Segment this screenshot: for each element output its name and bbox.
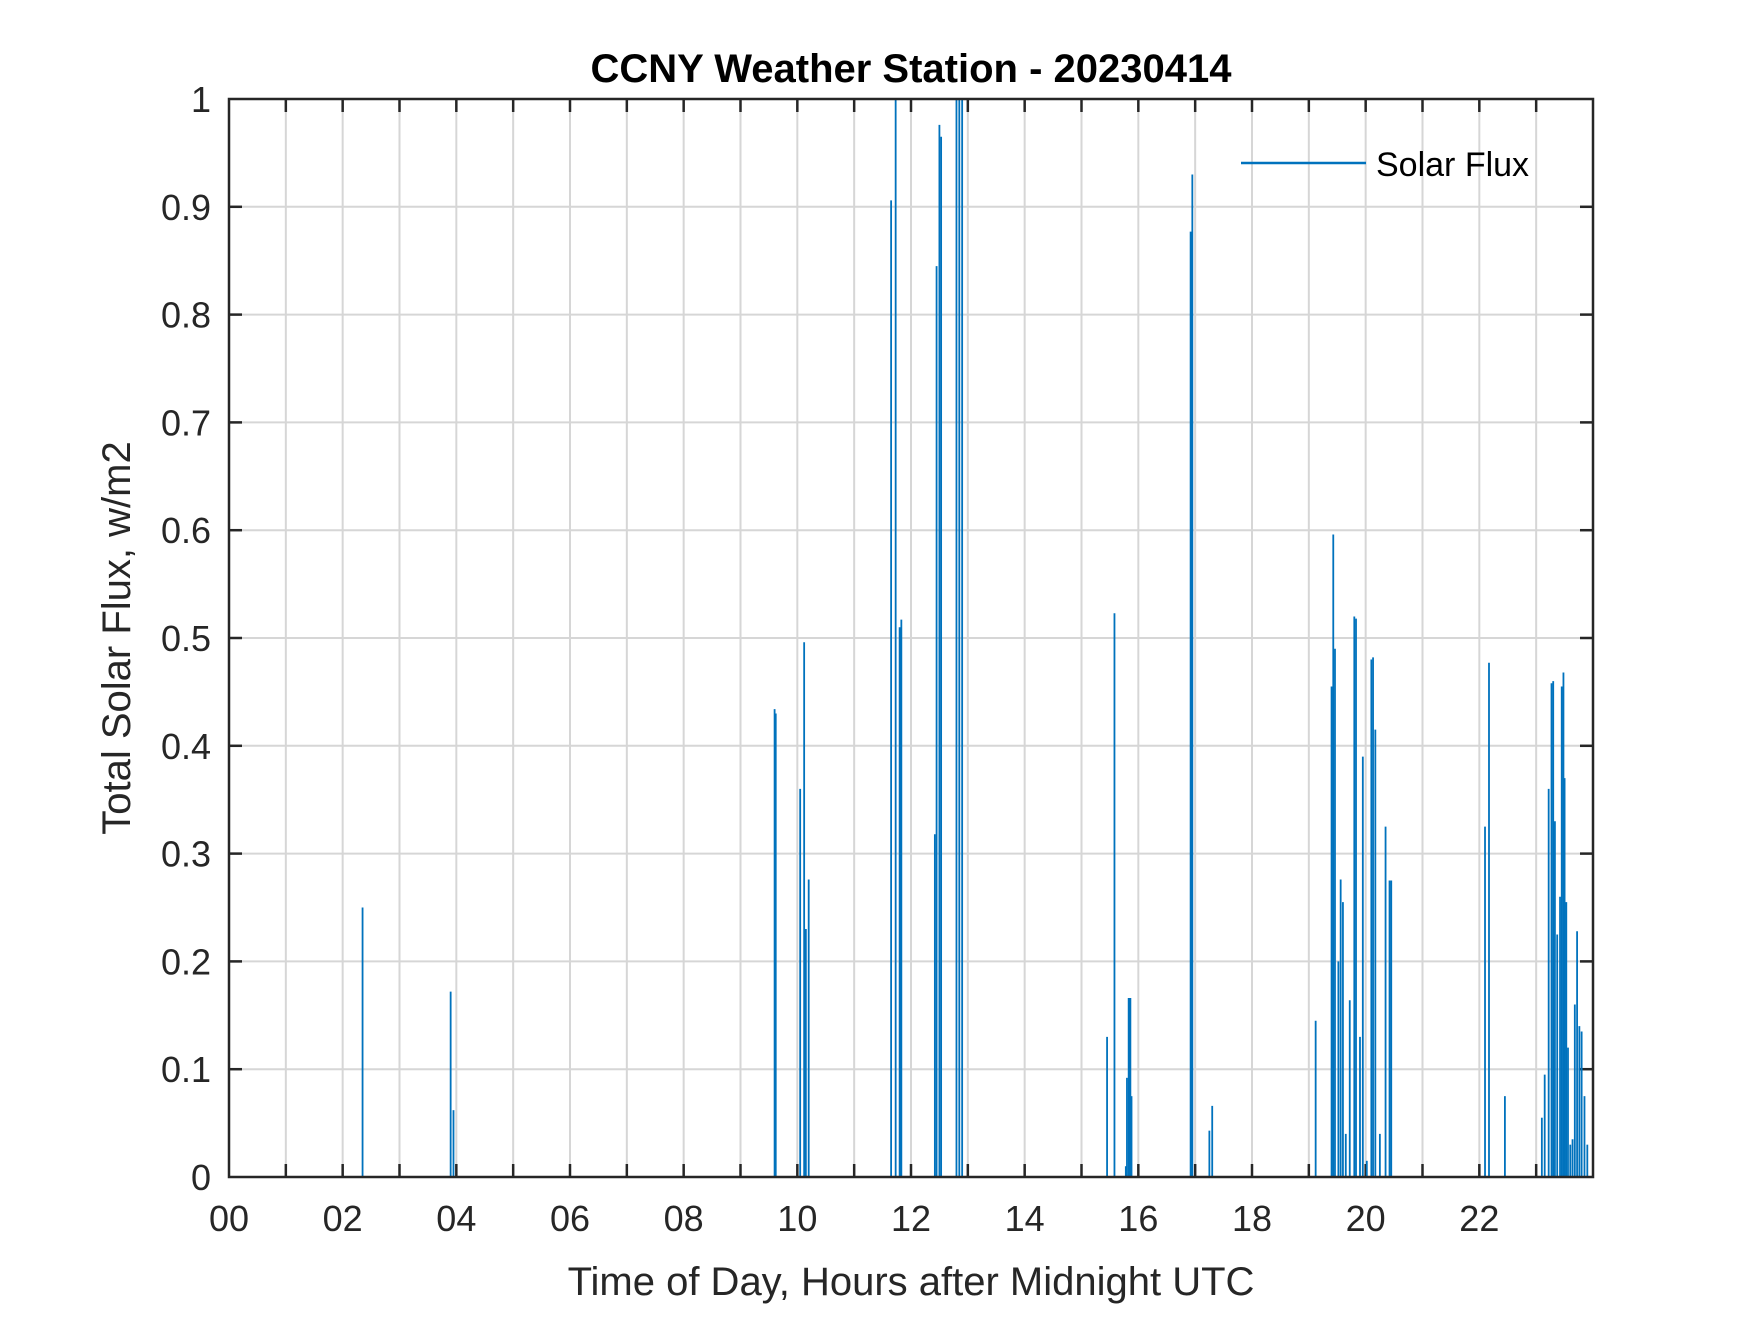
- x-tick-label: 00: [209, 1198, 249, 1239]
- y-tick-label: 0.7: [161, 402, 211, 443]
- y-tick-label: 0.8: [161, 295, 211, 336]
- x-axis-label: Time of Day, Hours after Midnight UTC: [568, 1260, 1255, 1304]
- x-tick-label: 12: [891, 1198, 931, 1239]
- chart-title: CCNY Weather Station - 20230414: [591, 47, 1233, 91]
- x-tick-label: 16: [1118, 1198, 1158, 1239]
- x-tick-label: 14: [1005, 1198, 1045, 1239]
- y-tick-label: 0.5: [161, 618, 211, 659]
- axis-ticks: [229, 99, 1593, 1177]
- y-tick-label: 0.9: [161, 187, 211, 228]
- data-series: [229, 99, 1593, 1177]
- y-tick-label: 0.6: [161, 510, 211, 551]
- y-tick-label: 0.2: [161, 941, 211, 982]
- x-tick-label: 04: [436, 1198, 476, 1239]
- y-tick-label: 0: [191, 1157, 211, 1198]
- y-tick-label: 1: [191, 79, 211, 120]
- grid: [229, 99, 1593, 1177]
- x-tick-labels: 00 02 04 06 08 10 12 14 16 18 20 22: [209, 1198, 1499, 1239]
- x-tick-label: 06: [550, 1198, 590, 1239]
- x-tick-label: 08: [664, 1198, 704, 1239]
- y-tick-label: 0.3: [161, 834, 211, 875]
- x-tick-label: 20: [1346, 1198, 1386, 1239]
- x-tick-label: 10: [777, 1198, 817, 1239]
- x-tick-label: 22: [1459, 1198, 1499, 1239]
- x-tick-label: 18: [1232, 1198, 1272, 1239]
- legend: Solar Flux: [1241, 146, 1529, 184]
- y-axis-label: Total Solar Flux, w/m2: [95, 441, 139, 834]
- x-tick-label: 02: [323, 1198, 363, 1239]
- legend-label: Solar Flux: [1376, 146, 1529, 184]
- y-tick-label: 0.1: [161, 1049, 211, 1090]
- y-tick-labels: 0 0.1 0.2 0.3 0.4 0.5 0.6 0.7 0.8 0.9 1: [161, 79, 211, 1198]
- y-tick-label: 0.4: [161, 726, 211, 767]
- axes-box: [227, 97, 1595, 1179]
